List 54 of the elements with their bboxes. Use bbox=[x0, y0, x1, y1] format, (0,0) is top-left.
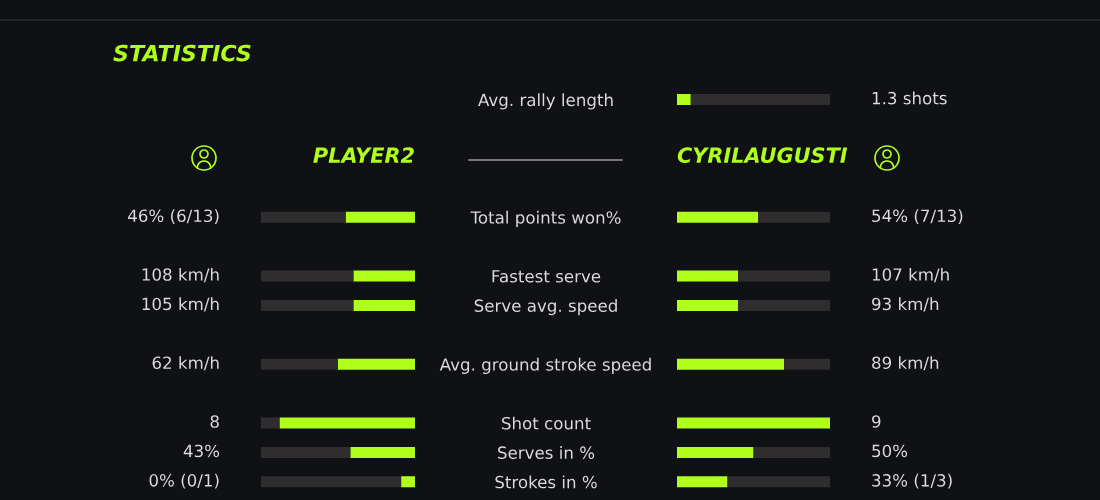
text: 50% bbox=[872, 444, 908, 458]
y-tick-label: Shot count bbox=[502, 416, 591, 430]
bar bbox=[345, 211, 415, 223]
bar bbox=[677, 299, 739, 311]
bar bbox=[353, 270, 415, 282]
bar bbox=[677, 211, 759, 223]
bar bbox=[758, 211, 830, 223]
bar bbox=[677, 270, 739, 282]
text: STATISTICS bbox=[113, 44, 251, 62]
text: 46% (6/13) bbox=[128, 209, 219, 224]
y-tick-label: Strokes in % bbox=[495, 475, 597, 489]
bar bbox=[261, 299, 354, 311]
bar bbox=[677, 358, 785, 370]
bar bbox=[738, 299, 830, 311]
bar bbox=[784, 358, 830, 370]
text: 108 km/h bbox=[142, 267, 219, 283]
text: 54% (7/13) bbox=[872, 209, 963, 224]
text: 8 bbox=[210, 415, 219, 428]
bar bbox=[677, 94, 691, 106]
bar bbox=[753, 446, 830, 458]
text: 1.3 shots bbox=[872, 91, 947, 105]
bar bbox=[261, 476, 402, 488]
text: PLAYER2 bbox=[313, 147, 414, 163]
text: 89 km/h bbox=[872, 356, 939, 371]
y-tick-label: Serves in % bbox=[498, 446, 595, 459]
text: 107 km/h bbox=[872, 267, 949, 283]
bar bbox=[279, 417, 415, 429]
y-tick-label: Avg. rally length bbox=[478, 93, 613, 110]
y-tick-label: Fastest serve bbox=[492, 270, 601, 283]
y-tick-label: Total points won% bbox=[470, 210, 621, 227]
text: 93 km/h bbox=[872, 297, 939, 312]
text: 9 bbox=[872, 415, 881, 428]
bar bbox=[690, 94, 830, 106]
text: CYRILAUGUSTI bbox=[677, 147, 848, 164]
text: 33% (1/3) bbox=[872, 473, 952, 489]
bar bbox=[727, 476, 830, 488]
bar bbox=[401, 476, 415, 488]
text: 105 km/h bbox=[142, 297, 219, 312]
bar bbox=[338, 358, 415, 370]
text: 0% (0/1) bbox=[149, 473, 219, 489]
bar bbox=[261, 446, 351, 458]
bar bbox=[261, 270, 354, 282]
bar bbox=[350, 446, 415, 458]
bar bbox=[677, 446, 754, 458]
bar bbox=[738, 270, 830, 282]
bar bbox=[261, 358, 338, 370]
y-tick-label: Serve avg. speed bbox=[474, 299, 617, 316]
y-tick-label: Avg. ground stroke speed bbox=[439, 357, 651, 374]
bar bbox=[677, 476, 728, 488]
bar bbox=[353, 299, 415, 311]
text: 43% bbox=[183, 444, 220, 458]
bar bbox=[677, 417, 830, 429]
bar bbox=[261, 211, 346, 223]
text: 62 km/h bbox=[152, 356, 219, 371]
